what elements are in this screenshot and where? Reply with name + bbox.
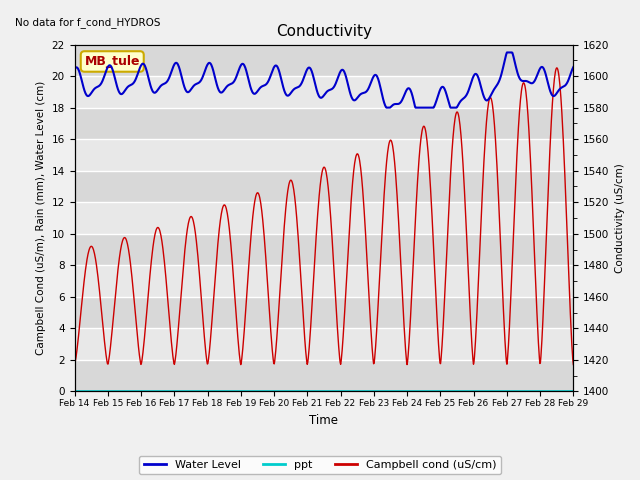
Text: MB_tule: MB_tule (84, 55, 140, 68)
Bar (74, 139, 573, 171)
X-axis label: Time: Time (309, 414, 339, 427)
Text: No data for f_cond_HYDROS: No data for f_cond_HYDROS (15, 17, 160, 28)
Bar (74, 265, 573, 297)
Bar (74, 234, 573, 265)
Bar (74, 108, 573, 139)
Bar (74, 297, 573, 328)
Bar (74, 171, 573, 202)
Bar (74, 202, 573, 234)
Bar (74, 360, 573, 391)
Title: Conductivity: Conductivity (276, 24, 372, 39)
Bar (74, 76, 573, 108)
Y-axis label: Conductivity (uS/cm): Conductivity (uS/cm) (615, 163, 625, 273)
Legend: Water Level, ppt, Campbell cond (uS/cm): Water Level, ppt, Campbell cond (uS/cm) (140, 456, 500, 474)
Bar (74, 45, 573, 76)
Y-axis label: Campbell Cond (uS/m), Rain (mm), Water Level (cm): Campbell Cond (uS/m), Rain (mm), Water L… (36, 81, 46, 355)
Bar (74, 328, 573, 360)
